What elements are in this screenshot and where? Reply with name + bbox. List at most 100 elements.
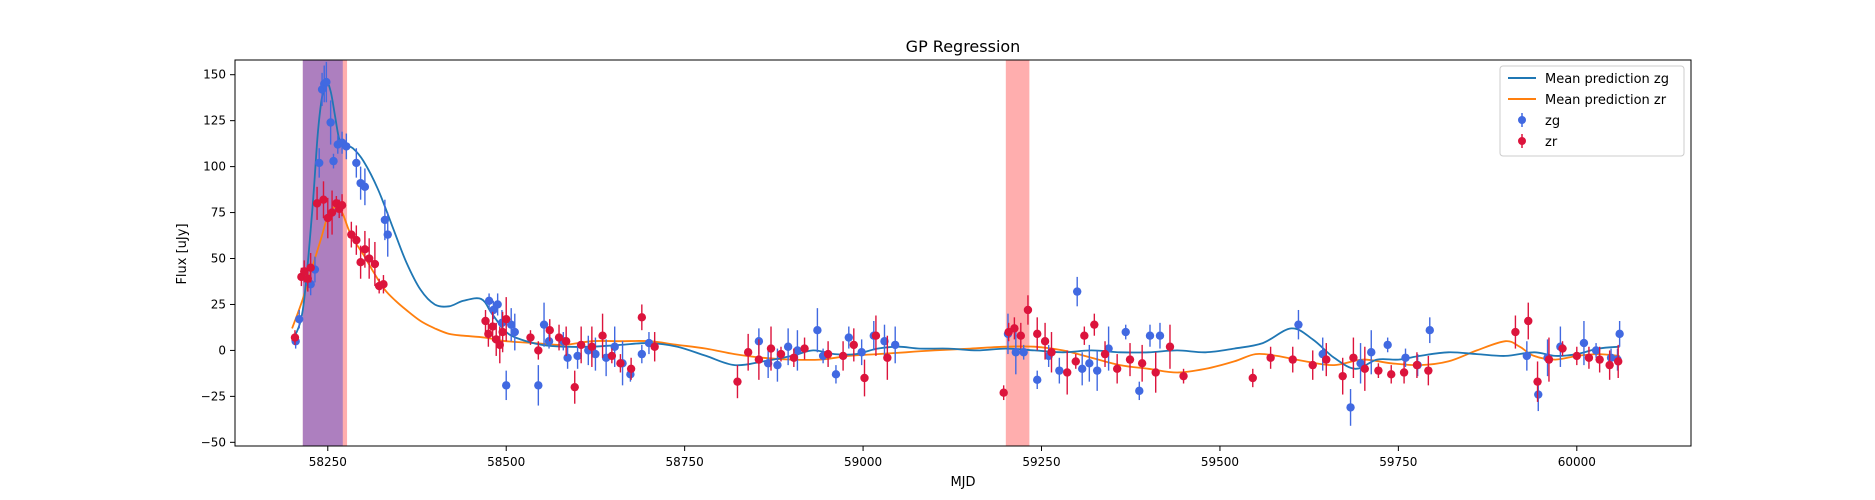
zr-point xyxy=(1016,331,1026,340)
zg-point xyxy=(1155,331,1165,340)
zr-points xyxy=(290,181,1623,404)
legend-label-zg-line: Mean prediction zg xyxy=(1545,72,1669,87)
zr-point xyxy=(498,327,507,337)
zr-point xyxy=(743,348,753,357)
y-axis-ticks: −50 −25 0 25 50 75 100 125 150 xyxy=(201,68,235,449)
zr-point xyxy=(1100,349,1110,359)
zr-point xyxy=(545,326,554,335)
zr-point xyxy=(1349,353,1358,362)
y-axis-label: Flux [uJy] xyxy=(175,223,190,284)
zr-point xyxy=(1040,337,1050,346)
zr-point xyxy=(789,353,799,362)
zr-point xyxy=(1533,377,1542,386)
y-tick-label: 150 xyxy=(203,68,226,82)
zg-point xyxy=(1019,348,1028,357)
zg-point xyxy=(360,182,370,192)
zr-point xyxy=(1338,371,1347,381)
zr-point xyxy=(306,263,315,272)
zg-point xyxy=(295,314,304,324)
zg-point xyxy=(1077,364,1087,373)
zg-point xyxy=(544,337,554,346)
zr-point xyxy=(570,382,579,392)
zr-point xyxy=(838,351,848,361)
zg-point xyxy=(637,349,647,359)
zg-point xyxy=(831,370,841,379)
zr-point xyxy=(823,349,833,359)
zr-point xyxy=(1572,351,1582,361)
zr-point xyxy=(352,235,361,245)
zg-point xyxy=(844,333,854,342)
zr-point xyxy=(327,208,337,217)
legend-label-zg: zg xyxy=(1545,114,1560,129)
zg-point xyxy=(1033,375,1042,385)
zr-point xyxy=(300,267,309,276)
zg-point xyxy=(773,360,782,370)
zr-point xyxy=(650,342,659,351)
x-tick-label: 59000 xyxy=(844,455,882,469)
zr-point xyxy=(1288,355,1297,364)
zr-point xyxy=(598,331,607,340)
zg-point xyxy=(1092,366,1102,375)
zr-point xyxy=(370,259,380,269)
y-tick-label: 50 xyxy=(211,252,226,266)
y-tick-label: 125 xyxy=(203,114,226,128)
zg-point xyxy=(507,320,516,329)
zg-point xyxy=(342,142,351,151)
zr-point xyxy=(1112,364,1122,373)
zr-point xyxy=(1544,355,1554,364)
zg-point xyxy=(1072,287,1082,296)
zr-point xyxy=(626,364,636,373)
zr-point xyxy=(303,274,312,283)
y-tick-label: 25 xyxy=(211,297,226,311)
legend-box xyxy=(1499,65,1685,157)
y-tick-label: 100 xyxy=(203,160,226,174)
zr-point xyxy=(860,373,869,383)
zg-point xyxy=(1055,366,1064,375)
zr-point xyxy=(754,355,764,364)
zg-point xyxy=(1615,329,1624,339)
zr-point xyxy=(1511,327,1520,337)
zr-point xyxy=(800,344,809,353)
zr-point xyxy=(1033,329,1042,339)
legend: Mean prediction zg Mean prediction zr zg… xyxy=(1499,65,1685,157)
zg-point xyxy=(1425,326,1434,335)
zg-point xyxy=(563,353,572,362)
shaded-region-zr xyxy=(1005,60,1030,446)
zr-point xyxy=(554,333,564,342)
zr-point xyxy=(1090,320,1099,329)
zr-point xyxy=(1614,357,1623,366)
zr-point xyxy=(1558,344,1567,353)
zg-point xyxy=(1135,386,1144,396)
zr-point xyxy=(637,313,647,322)
zr-point xyxy=(1399,368,1409,377)
zr-point xyxy=(488,322,497,331)
zg-point xyxy=(493,300,502,309)
zr-point xyxy=(776,349,786,359)
zr-point xyxy=(1165,342,1175,351)
zr-point xyxy=(312,199,322,208)
zg-point xyxy=(534,381,543,390)
zr-point xyxy=(319,195,328,204)
zg-point xyxy=(502,381,511,390)
zr-point xyxy=(364,254,374,263)
x-tick-label: 58750 xyxy=(666,455,704,469)
x-tick-label: 58250 xyxy=(309,455,347,469)
legend-label-zr-line: Mean prediction zr xyxy=(1545,93,1667,108)
zg-point xyxy=(880,337,889,346)
zr-point xyxy=(1071,357,1080,366)
zr-point xyxy=(1137,359,1147,368)
zr-point xyxy=(1047,348,1056,357)
zg-point xyxy=(1085,359,1094,368)
x-axis-label: MJD xyxy=(950,475,975,490)
zr-point xyxy=(1023,305,1033,315)
zg-point xyxy=(793,346,802,355)
zg-point xyxy=(326,118,335,127)
zr-point xyxy=(481,316,490,326)
zg-point xyxy=(1401,353,1410,362)
zr-point xyxy=(534,346,543,355)
zg-point xyxy=(890,340,900,350)
chart-title: GP Regression xyxy=(906,37,1021,56)
zr-point xyxy=(871,331,881,340)
zr-point xyxy=(1010,324,1019,333)
zr-point xyxy=(587,342,597,351)
